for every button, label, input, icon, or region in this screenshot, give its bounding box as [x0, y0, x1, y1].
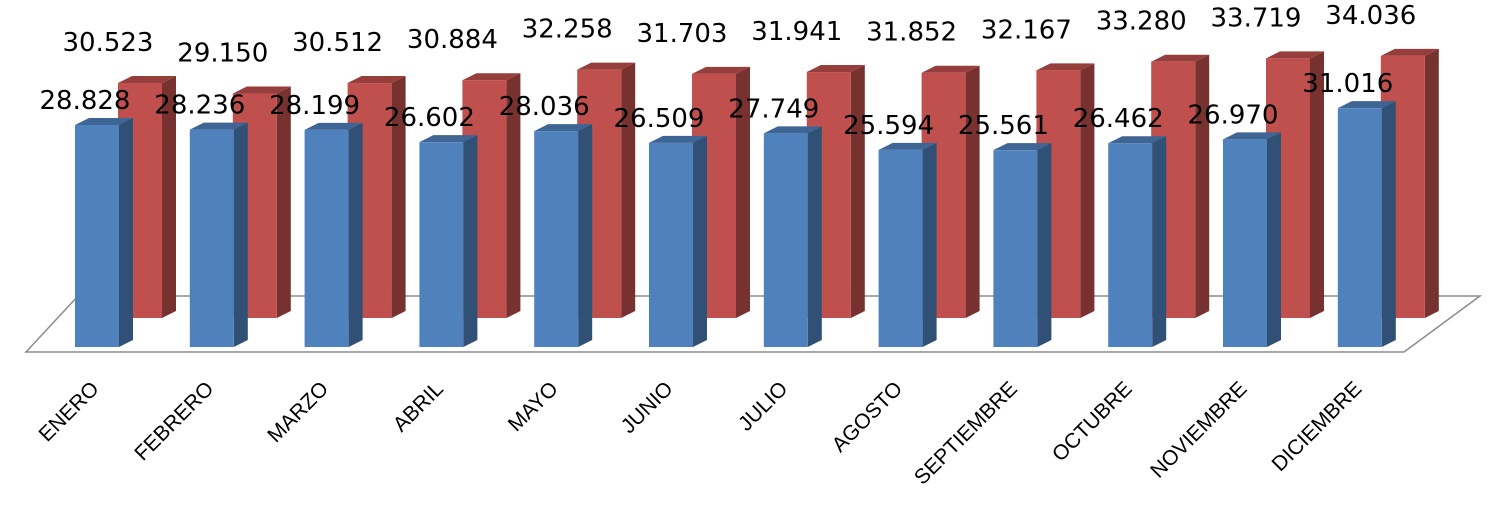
data-label-series1: 26.462: [1073, 104, 1164, 134]
bar-series1-octubre: [1108, 136, 1167, 347]
data-label-series2: 31.941: [751, 17, 842, 47]
bar-series1-enero: [75, 118, 133, 347]
bar-series1-noviembre: [1223, 132, 1281, 347]
bar-series1-junio: [649, 135, 707, 347]
data-label-series1: 28.199: [269, 91, 360, 121]
x-tick-label: MARZO: [263, 377, 333, 447]
data-label-series1: 27.749: [728, 94, 819, 124]
data-label-series1: 26.970: [1188, 100, 1279, 130]
data-label-series1: 26.509: [614, 104, 705, 134]
data-label-series1: 26.602: [384, 103, 475, 133]
x-tick-label: SEPTIEMBRE: [910, 377, 1022, 489]
bar-series1-marzo: [304, 122, 363, 347]
x-tick-label: AGOSTO: [828, 377, 908, 457]
bar-series1-agosto: [878, 142, 937, 347]
bar-series1-diciembre: [1337, 101, 1396, 347]
x-tick-label: ABRIL: [389, 377, 448, 436]
data-label-series1: 31.016: [1302, 69, 1393, 99]
data-label-series2: 30.884: [407, 25, 498, 55]
data-label-series1: 28.828: [40, 86, 131, 116]
chart-floor: [24, 295, 1483, 353]
x-tick-label: JUNIO: [617, 377, 678, 438]
data-label-series2: 31.703: [637, 19, 728, 49]
data-label-series2: 30.523: [63, 28, 154, 58]
data-label-series2: 33.719: [1211, 3, 1302, 33]
bar-series1-septiembre: [993, 143, 1052, 347]
x-tick-label: ENERO: [34, 377, 103, 446]
data-label-series1: 28.236: [154, 91, 245, 121]
data-label-series2: 29.150: [177, 39, 268, 69]
data-label-series1: 25.561: [958, 111, 1049, 141]
x-tick-label: JULIO: [734, 377, 792, 435]
bar-series1-mayo: [534, 124, 593, 347]
data-label-series2: 34.036: [1325, 1, 1416, 31]
data-label-series2: 32.258: [522, 15, 613, 45]
x-tick-label: MAYO: [504, 377, 563, 436]
data-label-series1: 25.594: [843, 111, 934, 141]
x-tick-label: OCTUBRE: [1048, 377, 1137, 466]
data-label-series2: 32.167: [981, 15, 1072, 45]
bar-series1-julio: [763, 126, 822, 347]
data-label-series2: 31.852: [866, 18, 957, 48]
bar-series1-abril: [419, 135, 478, 347]
data-label-series1: 28.036: [499, 92, 590, 122]
data-label-series2: 33.280: [1096, 7, 1187, 37]
data-label-series2: 30.512: [292, 28, 383, 58]
x-tick-label: DICIEMBRE: [1268, 377, 1367, 476]
x-tick-label: NOVIEMBRE: [1146, 377, 1251, 482]
x-tick-label: FEBRERO: [130, 377, 218, 465]
bar-series1-febrero: [189, 122, 248, 348]
